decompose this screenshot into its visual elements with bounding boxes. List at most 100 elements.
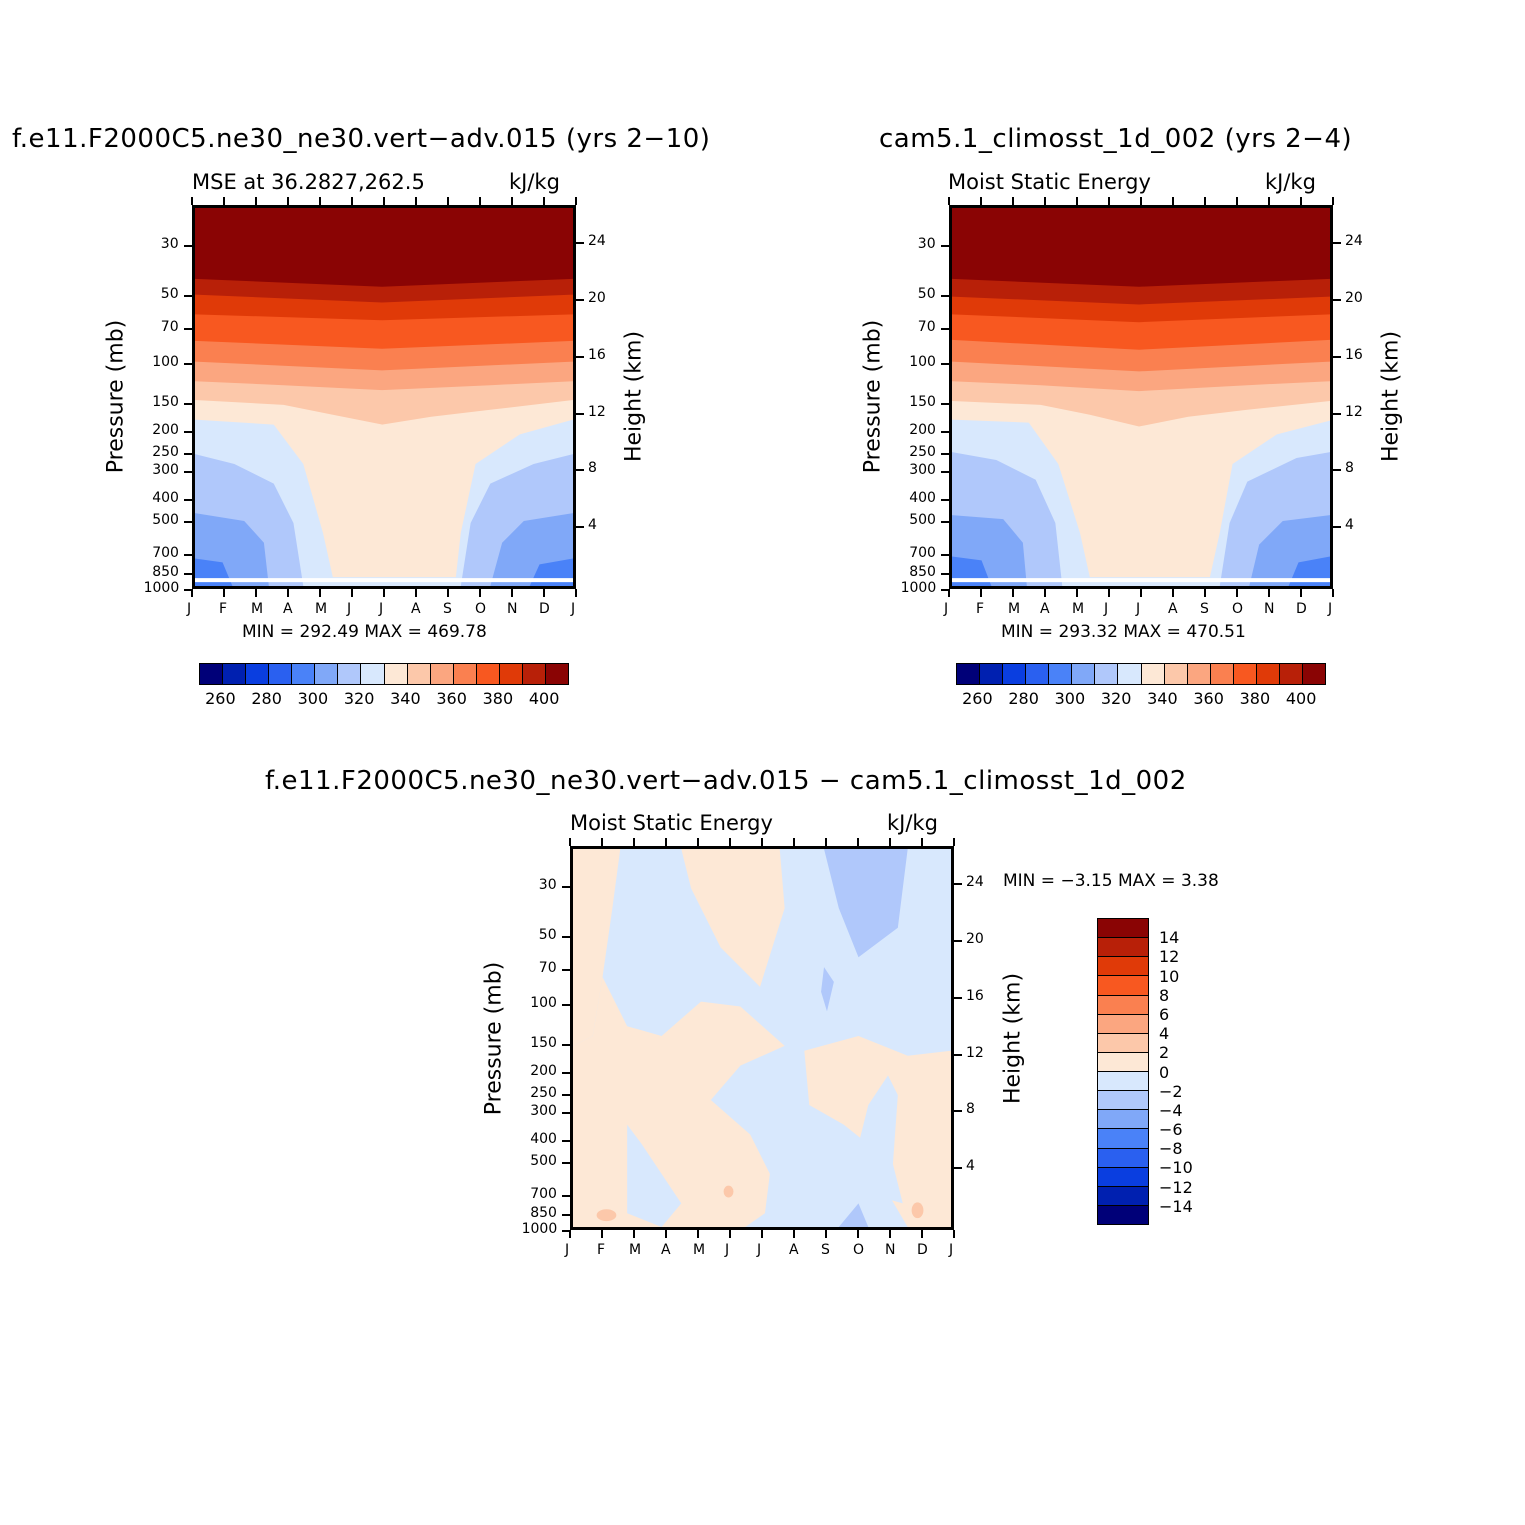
- colorbar-swatch: [1072, 664, 1096, 684]
- axis-tick-mark: [562, 1111, 570, 1114]
- axis-tick-mark: [954, 1167, 962, 1170]
- colorbar-label: 320: [343, 689, 375, 708]
- panel-a-subtitle: MSE at 36.2827,262.5: [192, 170, 425, 194]
- axis-tick-mark: [941, 573, 949, 576]
- pressure-tick-label: 300: [152, 461, 179, 478]
- axis-tick-mark: [941, 553, 949, 556]
- axis-tick-mark: [1268, 589, 1270, 597]
- axis-tick-mark: [954, 883, 962, 886]
- panel-b-units: kJ/kg: [1265, 170, 1316, 194]
- height-tick-label: 8: [966, 1101, 975, 1118]
- colorbar-swatch: [1098, 1148, 1148, 1168]
- axis-tick-mark: [1140, 197, 1142, 205]
- axis-tick-mark: [569, 838, 571, 846]
- colorbar-swatch: [223, 664, 247, 684]
- pressure-tick-label: 1000: [143, 580, 180, 596]
- month-tick-label: O: [475, 601, 487, 617]
- pressure-tick-label: 700: [909, 544, 936, 561]
- axis-tick-mark: [1333, 242, 1341, 245]
- month-tick-label: J: [949, 1242, 954, 1258]
- axis-tick-mark: [1236, 197, 1238, 205]
- colorbar-swatch: [980, 664, 1004, 684]
- pressure-tick-label: 50: [917, 285, 936, 302]
- axis-tick-mark: [1172, 197, 1174, 205]
- axis-tick-mark: [575, 589, 577, 597]
- colorbar-label: 340: [1147, 689, 1178, 708]
- colorbar-swatch: [315, 664, 339, 684]
- pressure-tick-label: 30: [917, 235, 936, 252]
- month-tick-label: M: [251, 601, 264, 617]
- colorbar-label: 360: [436, 689, 467, 708]
- colorbar-swatch: [407, 664, 431, 684]
- axis-tick-mark: [941, 431, 949, 434]
- colorbar-swatch: [1098, 1205, 1148, 1224]
- axis-tick-mark: [761, 1230, 763, 1238]
- axis-tick-mark: [511, 197, 513, 205]
- pressure-tick-label: 250: [909, 443, 936, 460]
- colorbar-label: 360: [1193, 689, 1224, 708]
- pressure-tick-label: 150: [530, 1034, 557, 1051]
- colorbar-swatch: [453, 664, 477, 684]
- colorbar-swatch: [957, 664, 981, 684]
- colorbar-label: 8: [1159, 985, 1170, 1005]
- axis-tick-mark: [184, 402, 192, 405]
- axis-tick-mark: [191, 589, 193, 597]
- colorbar-swatch: [1003, 664, 1027, 684]
- axis-tick-mark: [447, 197, 449, 205]
- colorbar-label: −4: [1159, 1100, 1183, 1120]
- colorbar-swatch: [1098, 1129, 1148, 1149]
- month-tick-label: J: [565, 1242, 570, 1258]
- axis-tick-mark: [1300, 197, 1302, 205]
- pressure-tick-label: 700: [530, 1185, 557, 1202]
- axis-tick-mark: [287, 589, 289, 597]
- axis-tick-mark: [223, 589, 225, 597]
- month-tick-label: M: [1072, 601, 1085, 617]
- month-tick-label: N: [885, 1242, 896, 1258]
- pressure-tick-label: 200: [530, 1063, 557, 1080]
- month-tick-label: S: [443, 601, 452, 617]
- axis-tick-mark: [1076, 197, 1078, 205]
- height-tick-label: 24: [588, 233, 606, 250]
- pressure-tick-label: 400: [530, 1131, 557, 1148]
- colorbar-swatch: [1302, 664, 1325, 684]
- axis-tick-mark: [889, 1230, 891, 1238]
- axis-tick-mark: [255, 197, 257, 205]
- pressure-tick-label: 100: [530, 994, 557, 1011]
- panel-c-subtitle: Moist Static Energy: [570, 811, 773, 835]
- axis-tick-mark: [954, 939, 962, 942]
- panel-a-ylabel: Pressure (mb): [103, 319, 129, 474]
- height-tick-label: 8: [588, 460, 597, 477]
- axis-tick-mark: [562, 1140, 570, 1143]
- month-tick-label: M: [315, 601, 328, 617]
- pressure-tick-label: 50: [160, 285, 179, 302]
- axis-tick-mark: [511, 589, 513, 597]
- colorbar-label: 380: [482, 689, 514, 708]
- axis-tick-mark: [793, 838, 795, 846]
- colorbar-label: 280: [251, 689, 282, 708]
- pressure-tick-label: 100: [909, 353, 936, 370]
- pressure-tick-label: 250: [530, 1084, 557, 1101]
- pressure-tick-label: 400: [152, 490, 179, 507]
- month-tick-label: O: [853, 1242, 865, 1258]
- axis-tick-mark: [415, 589, 417, 597]
- month-tick-label: J: [1328, 601, 1333, 617]
- colorbar-swatch: [1095, 664, 1119, 684]
- month-tick-label: J: [757, 1242, 762, 1258]
- colorbar-swatch: [476, 664, 500, 684]
- axis-tick-mark: [1076, 589, 1078, 597]
- axis-tick-mark: [255, 589, 257, 597]
- month-tick-label: J: [944, 601, 949, 617]
- axis-tick-mark: [479, 589, 481, 597]
- pressure-tick-label: 700: [152, 544, 179, 561]
- axis-tick-mark: [184, 431, 192, 434]
- panel-a-title: f.e11.F2000C5.ne30_ne30.vert−adv.015 (yr…: [12, 124, 711, 154]
- month-tick-label: J: [1104, 601, 1109, 617]
- colorbar-label: 300: [1054, 689, 1086, 708]
- colorbar-label: 400: [528, 689, 560, 708]
- axis-tick-mark: [941, 470, 949, 473]
- month-tick-label: J: [725, 1242, 730, 1258]
- colorbar-label: −6: [1159, 1120, 1183, 1140]
- month-tick-label: F: [219, 601, 228, 617]
- panel-c-colorbar: [1097, 918, 1149, 1225]
- axis-tick-mark: [1333, 355, 1341, 358]
